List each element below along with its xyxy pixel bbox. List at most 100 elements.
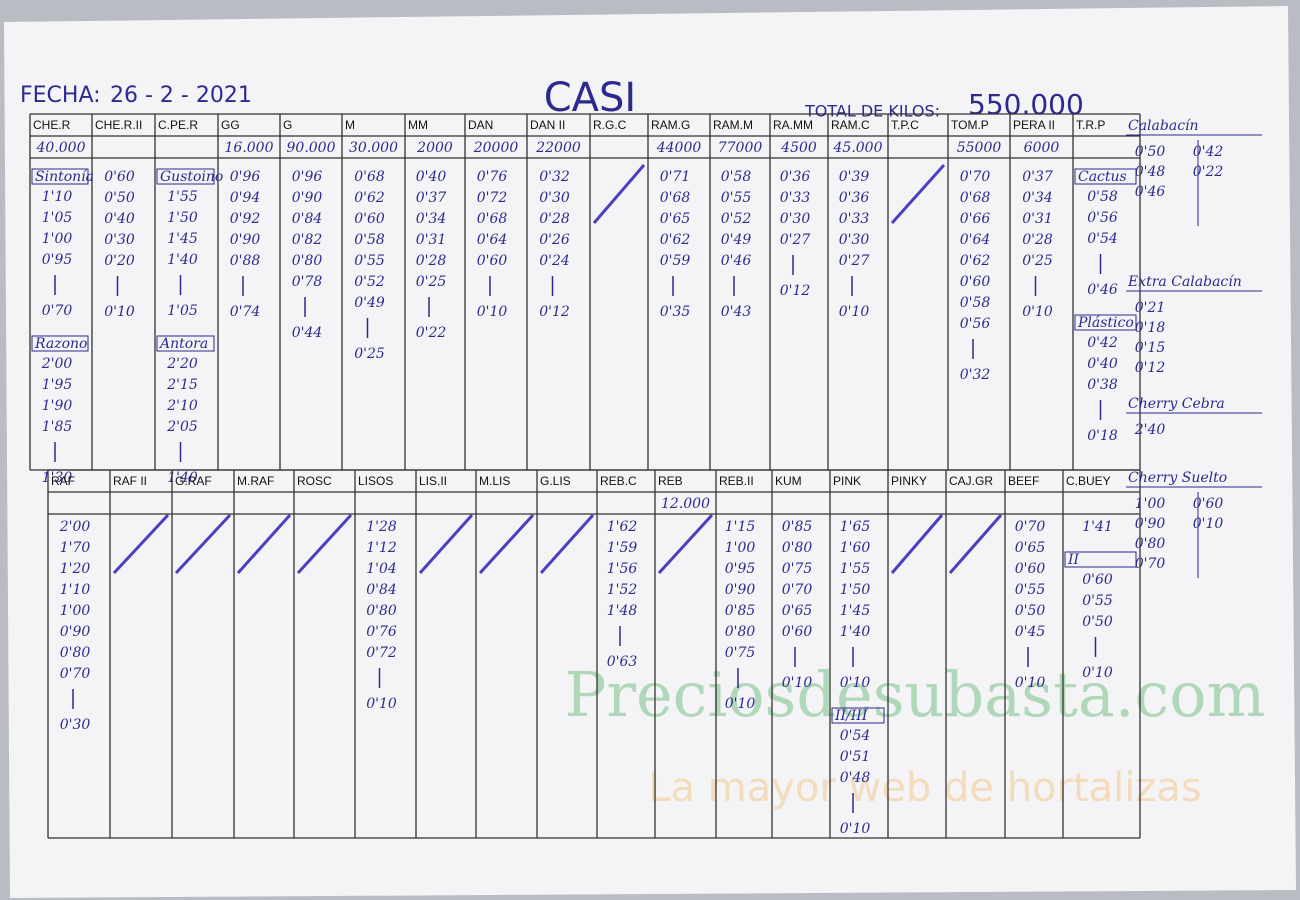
price: 0'85 (782, 519, 813, 535)
column-name: BEEF (1008, 474, 1039, 488)
slash (657, 513, 714, 575)
column-name: CAJ.GR (949, 474, 993, 488)
price: 0'95 (725, 561, 756, 577)
column-name: G.LIS (540, 474, 571, 488)
price: 0'50 (1082, 614, 1113, 630)
price: 0'30 (539, 190, 570, 206)
watermark-site: Preciosdesubasta.com (565, 658, 1266, 731)
price: 0'90 (725, 582, 756, 598)
price: 2'00 (41, 356, 73, 372)
price: 0'55 (721, 190, 752, 206)
column-name: R.G.C (593, 118, 627, 132)
kilos: 55000 (957, 140, 1002, 156)
price: 1'48 (607, 603, 638, 619)
column-name: LIS.II (419, 474, 447, 488)
price: 0'51 (840, 749, 871, 765)
price: 0'58 (1087, 189, 1118, 205)
price: 1'05 (42, 210, 73, 226)
price: 0'70 (960, 169, 991, 185)
group-label-box (31, 168, 89, 185)
title: CASI (544, 75, 636, 121)
price: 1'28 (366, 519, 397, 535)
kilos: 40.000 (36, 140, 86, 156)
slash (890, 163, 946, 225)
price: 0'24 (539, 253, 570, 269)
paper (4, 6, 1296, 898)
price: 1'00 (60, 603, 91, 619)
slash (296, 513, 353, 575)
price: 0'58 (721, 169, 752, 185)
price: 0'10 (840, 675, 871, 691)
column-name: C.BUEY (1066, 474, 1111, 488)
price: 0'60 (1015, 561, 1046, 577)
group-label: Sintonía (35, 169, 94, 185)
price: 0'33 (780, 190, 811, 206)
price: 0'54 (1087, 231, 1118, 247)
price: 0'34 (416, 211, 447, 227)
group-label-box (31, 335, 89, 352)
price: 0'43 (721, 304, 752, 320)
price: 0'25 (1022, 253, 1053, 269)
price: 0'44 (292, 325, 323, 341)
kilos: 6000 (1024, 140, 1060, 156)
price: 0'60 (782, 624, 813, 640)
price: 0'10 (1022, 304, 1053, 320)
note-price: 0'60 (1193, 496, 1224, 512)
price: 2'05 (166, 419, 198, 435)
kilos: 12.000 (661, 496, 710, 512)
slash (890, 514, 944, 574)
price: 0'60 (477, 253, 508, 269)
price: 0'55 (354, 253, 385, 269)
price: 1'40 (167, 470, 198, 486)
price: 1'60 (840, 540, 871, 556)
group-label-box (1074, 314, 1137, 331)
price: 1'20 (60, 561, 91, 577)
price: 0'12 (539, 304, 570, 320)
price: 0'65 (660, 211, 691, 227)
slash (592, 164, 646, 224)
price: 0'46 (1087, 282, 1118, 298)
note-price: 0'48 (1135, 164, 1166, 180)
price: 1'41 (1082, 519, 1113, 535)
price: 0'74 (230, 304, 261, 320)
price: 0'58 (354, 232, 385, 248)
kilos: 4500 (780, 140, 817, 156)
price: 0'60 (104, 169, 135, 185)
price: 0'22 (416, 325, 447, 341)
column-name: T.P.C (891, 118, 919, 132)
price: 0'80 (725, 624, 756, 640)
price: 0'62 (960, 253, 991, 269)
note-price: 0'22 (1193, 164, 1224, 180)
kilos: 45.000 (833, 140, 883, 156)
slash (948, 514, 1003, 574)
column-name: G (283, 118, 292, 132)
column-name: ROSC (297, 474, 332, 488)
group-label-box (1074, 168, 1137, 185)
price: 1'65 (840, 519, 871, 535)
price: 0'12 (780, 283, 811, 299)
price: 0'10 (1015, 675, 1046, 691)
price: 1'55 (167, 189, 198, 205)
note-price: 0'42 (1193, 144, 1224, 160)
note-label: Cherry Suelto (1128, 470, 1227, 486)
price: 0'56 (1087, 210, 1118, 226)
group-label: II/III (834, 708, 868, 724)
price: 0'90 (230, 232, 261, 248)
kilos: 30.000 (349, 140, 398, 156)
note-label: Extra Calabacín (1127, 274, 1242, 290)
price: 0'30 (780, 211, 811, 227)
group-label: Razono (34, 336, 87, 352)
note-label: Calabacín (1128, 118, 1199, 134)
note-price: 1'00 (1135, 496, 1166, 512)
price: 0'32 (539, 169, 570, 185)
column-name: CHE.R.II (95, 118, 142, 132)
price: 1'04 (366, 561, 397, 577)
price: 0'40 (416, 169, 447, 185)
price: 0'76 (366, 624, 397, 640)
price: 2'10 (166, 398, 198, 414)
price: 0'75 (725, 645, 756, 661)
price: 1'52 (607, 582, 638, 598)
price: 0'78 (292, 274, 323, 290)
price: 0'36 (780, 169, 811, 185)
group-label: Cactus (1078, 169, 1127, 185)
